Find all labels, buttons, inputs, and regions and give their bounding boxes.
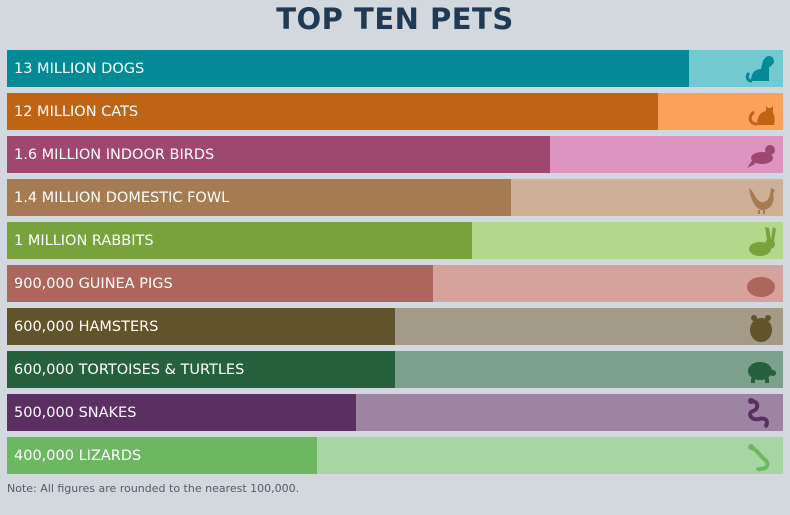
tortoise-icon: [745, 354, 777, 386]
bar-fill: [7, 351, 395, 388]
bar-fill: [7, 308, 395, 345]
bar-row: 600,000 TORTOISES & TURTLES: [7, 351, 783, 388]
rabbit-icon: [745, 225, 777, 257]
bar-fill: [7, 394, 357, 431]
bar-fill: [7, 437, 318, 474]
bar-list: 13 MILLION DOGS 12 MILLION CATS 1.6 MILLIO…: [7, 50, 783, 480]
bar-row: 1.6 MILLION INDOOR BIRDS: [7, 136, 783, 173]
bar-row: 1.4 MILLION DOMESTIC FOWL: [7, 179, 783, 216]
bar-label: 13 MILLION DOGS: [14, 61, 145, 77]
bar-fill: [7, 179, 511, 216]
bar-fill: [7, 50, 690, 87]
bar-row: 12 MILLION CATS: [7, 93, 783, 130]
bar-label: 1.6 MILLION INDOOR BIRDS: [14, 147, 215, 163]
bar-row: 900,000 GUINEA PIGS: [7, 265, 783, 302]
guinea-pig-icon: [745, 268, 777, 300]
hamster-icon: [745, 311, 777, 343]
bar-label: 12 MILLION CATS: [14, 104, 139, 120]
rooster-icon: [745, 182, 777, 214]
footnote: Note: All figures are rounded to the nea…: [7, 482, 300, 495]
bar-label: 1 MILLION RABBITS: [14, 233, 154, 249]
bird-icon: [745, 139, 777, 171]
bar-row: 13 MILLION DOGS: [7, 50, 783, 87]
bar-label: 600,000 HAMSTERS: [14, 319, 159, 335]
bar-fill: [7, 136, 551, 173]
bar-fill: [7, 222, 472, 259]
bar-fill: [7, 93, 659, 130]
bar-row: 500,000 SNAKES: [7, 394, 783, 431]
snake-icon: [745, 397, 777, 429]
lizard-icon: [745, 440, 777, 472]
bar-label: 1.4 MILLION DOMESTIC FOWL: [14, 190, 230, 206]
bar-label: 400,000 LIZARDS: [14, 448, 142, 464]
dog-icon: [745, 53, 777, 85]
bar-label: 600,000 TORTOISES & TURTLES: [14, 362, 245, 378]
bar-row: 1 MILLION RABBITS: [7, 222, 783, 259]
cat-icon: [745, 96, 777, 128]
bar-row: 600,000 HAMSTERS: [7, 308, 783, 345]
bar-label: 900,000 GUINEA PIGS: [14, 276, 173, 292]
bar-row: 400,000 LIZARDS: [7, 437, 783, 474]
bar-fill: [7, 265, 434, 302]
bar-label: 500,000 SNAKES: [14, 405, 137, 421]
chart-title: TOP TEN PETS: [276, 2, 514, 36]
